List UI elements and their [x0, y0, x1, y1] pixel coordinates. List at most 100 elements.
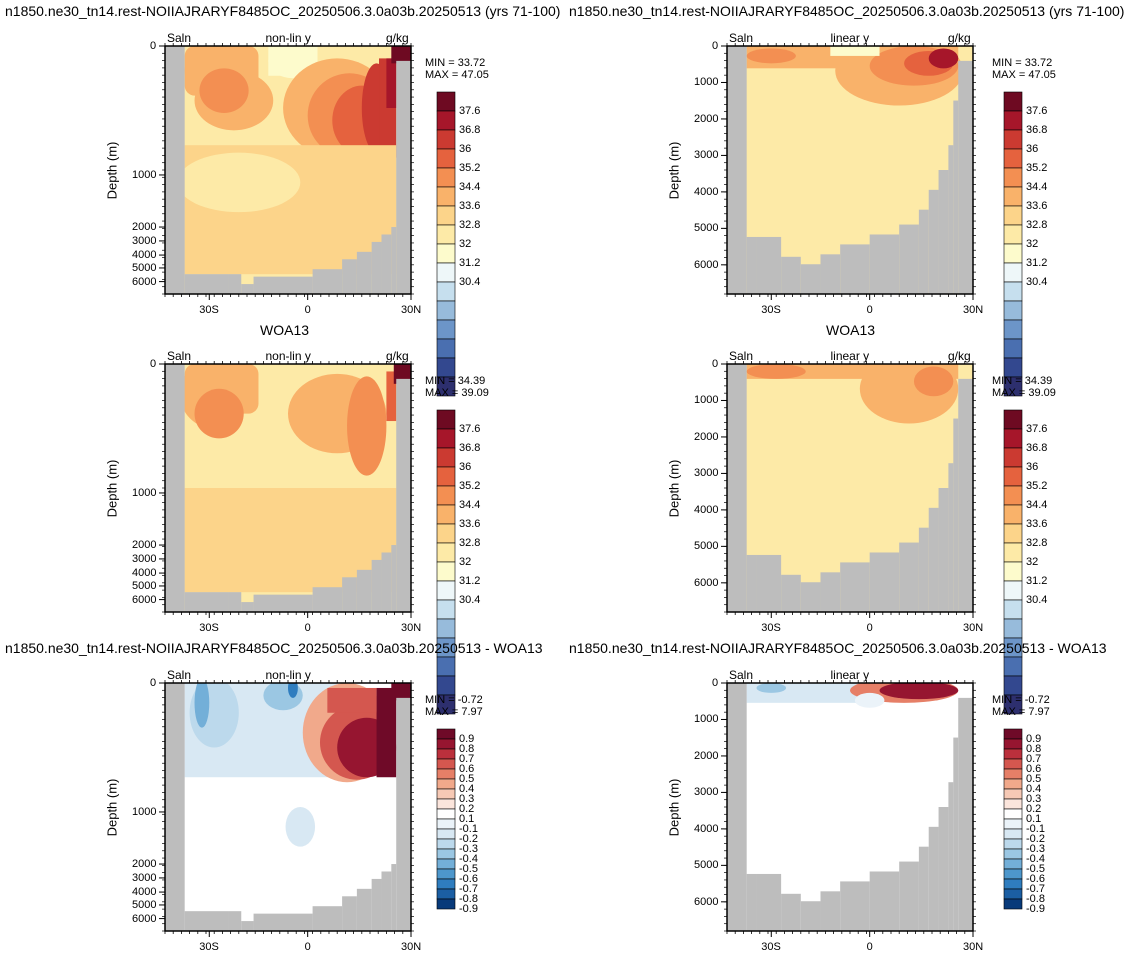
land-east: [396, 697, 411, 931]
colorbar-label: -0.5: [1026, 863, 1045, 875]
land-floor: [356, 888, 372, 931]
x-tick-label: 0: [866, 622, 873, 634]
colorbar-label: 37.6: [459, 105, 481, 117]
axes-r2c0: [159, 680, 414, 937]
colorbar-box: [1003, 878, 1023, 890]
land-floor: [938, 488, 949, 612]
colorbar-box: [1003, 542, 1023, 563]
land-floor: [391, 545, 397, 612]
colorbar-label: 36.8: [1026, 442, 1048, 454]
panel-field: [727, 46, 973, 294]
colorbar-box: [436, 319, 456, 340]
land-floor: [356, 569, 372, 612]
y-tick-label: 4000: [694, 822, 719, 835]
colorbar-label: 0.7: [1026, 753, 1042, 765]
colorbar-label: 0.5: [459, 773, 475, 785]
colorbar-label: 33.6: [459, 518, 481, 530]
max-label: MAX = 7.97: [992, 706, 1050, 718]
colorbar-box: [1003, 694, 1023, 715]
scale-note: non-lin y: [265, 668, 311, 682]
colorbar-box: [436, 243, 456, 264]
variable-label: Saln: [729, 31, 754, 45]
contour-patch: [830, 46, 880, 56]
colorbar-box: [1003, 561, 1023, 582]
colorbar-label: 33.6: [1026, 518, 1048, 530]
colorbar-box: [1003, 129, 1023, 150]
colorbar-label: -0.9: [459, 903, 478, 915]
colorbar-box: [436, 129, 456, 150]
colorbar-box: [1003, 281, 1023, 302]
colorbar-box: [1003, 748, 1023, 760]
land-floor: [228, 592, 242, 612]
land-floor: [928, 507, 939, 612]
y-tick-label: 5000: [694, 540, 719, 553]
colorbar-box: [436, 694, 456, 715]
units-label: g/kg: [948, 31, 971, 45]
land-floor: [391, 227, 397, 294]
colorbar-label: 32: [459, 556, 472, 568]
contour-patch: [756, 683, 787, 693]
colorbar-box: [436, 748, 456, 760]
land-floor: [953, 100, 959, 294]
colorbar-label: 0.6: [1026, 763, 1042, 775]
units-label: g/kg: [948, 349, 971, 363]
colorbar-box: [436, 300, 456, 321]
colorbar-label: -0.6: [459, 873, 478, 885]
land-floor: [948, 145, 954, 294]
land-floor: [840, 562, 870, 612]
contour-patch: [391, 46, 411, 64]
colorbar-label: 37.6: [1026, 423, 1048, 435]
y-tick-label: 1000: [694, 394, 719, 407]
colorbar-box: [436, 523, 456, 544]
colorbar-box: [436, 768, 456, 780]
colorbar-label: -0.7: [1026, 883, 1045, 895]
y-tick-label: 0: [712, 677, 719, 689]
colorbar-box: [1003, 110, 1023, 131]
y-tick-label: 2000: [694, 749, 719, 762]
min-label: MIN = 34.39: [425, 375, 486, 387]
land-floor: [184, 911, 229, 931]
land-floor: [840, 244, 870, 294]
colorbar-r2c1: [1003, 728, 1023, 910]
land-floor: [241, 921, 254, 931]
land-floor: [381, 871, 392, 931]
land-floor: [938, 807, 949, 931]
y-tick-label: 6000: [132, 912, 157, 925]
land-floor: [781, 256, 801, 294]
colorbar-box: [1003, 828, 1023, 840]
colorbar-box: [1003, 675, 1023, 696]
contour-patch: [347, 376, 387, 476]
panel-field: [727, 683, 973, 931]
colorbar-label: 36: [1026, 461, 1039, 473]
y-tick-label: 0: [150, 40, 157, 52]
variable-label: Saln: [167, 668, 192, 682]
x-tick-label: 0: [866, 941, 873, 953]
y-tick-label: 6000: [694, 895, 719, 908]
colorbar-r2c0: [436, 728, 456, 910]
x-tick-label: 30N: [963, 941, 984, 953]
colorbar-box: [1003, 868, 1023, 880]
land-floor: [228, 911, 242, 931]
colorbar-label: 36: [459, 143, 472, 155]
colorbar-box: [436, 888, 456, 900]
y-tick-label: 0: [150, 677, 157, 689]
colorbar-label: -0.7: [459, 883, 478, 895]
land-floor: [948, 463, 954, 612]
land-floor: [756, 873, 782, 931]
colorbar-label: 0.2: [459, 803, 475, 815]
x-tick-label: 30S: [761, 304, 781, 316]
colorbar-box: [1003, 778, 1023, 790]
land-east: [958, 378, 973, 612]
contour-patch: [199, 68, 249, 113]
colorbar-box: [436, 542, 456, 563]
x-tick-label: 30S: [761, 622, 781, 634]
colorbar-box: [436, 466, 456, 487]
colorbar-label: 36: [459, 461, 472, 473]
land-floor: [746, 236, 757, 294]
colorbar-box: [436, 818, 456, 830]
colorbar-box: [436, 599, 456, 620]
colorbar-box: [1003, 186, 1023, 207]
y-tick-label: 4000: [694, 185, 719, 198]
colorbar-box: [1003, 838, 1023, 850]
